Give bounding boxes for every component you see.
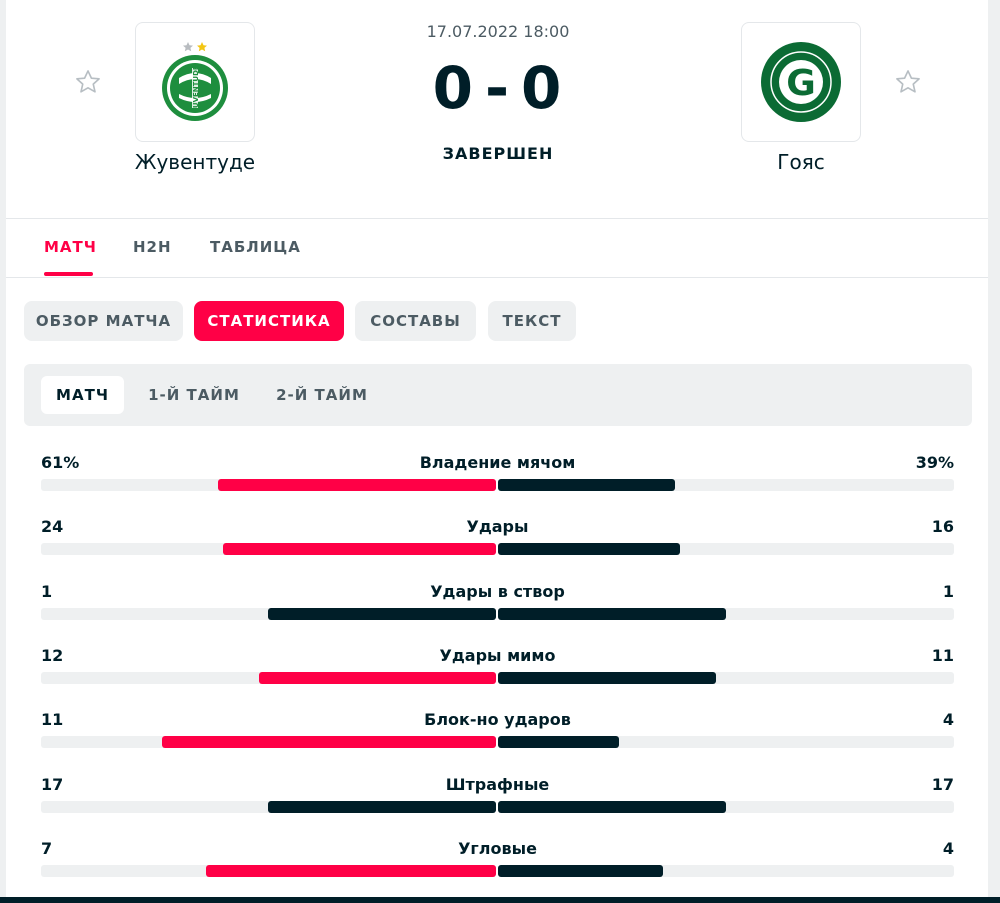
stat-home-bar-track xyxy=(41,672,496,684)
star-outline-icon[interactable] xyxy=(894,68,922,96)
stat-home-value: 11 xyxy=(41,710,64,729)
stat-label: Удары в створ xyxy=(430,582,565,601)
stat-away-value: 39% xyxy=(915,453,954,472)
stat-home-bar-track xyxy=(41,865,496,877)
stat-away-value: 4 xyxy=(942,839,954,858)
stat-away-value: 16 xyxy=(931,517,954,536)
subtab-summary[interactable]: ОБЗОР МАТЧА xyxy=(24,301,183,341)
stat-home-value: 7 xyxy=(41,839,53,858)
stat-away-bar-track xyxy=(498,736,954,748)
stat-away-bar xyxy=(498,479,675,491)
stat-label: Угловые xyxy=(458,839,537,858)
stat-away-bar-track xyxy=(498,608,954,620)
stat-away-bar xyxy=(498,608,726,620)
stat-home-bar xyxy=(259,672,496,684)
match-datetime: 17.07.2022 18:00 xyxy=(426,22,570,41)
stat-row: 61% Владение мячом 39% xyxy=(41,453,954,493)
stat-home-value: 1 xyxy=(41,582,53,601)
stat-home-bar xyxy=(206,865,496,877)
stat-away-bar-track xyxy=(498,865,954,877)
stat-home-bar-track xyxy=(41,801,496,813)
subtab-commentary[interactable]: ТЕКСТ xyxy=(488,301,576,341)
subtab-statistics[interactable]: СТАТИСТИКА xyxy=(194,301,344,341)
stat-label: Владение мячом xyxy=(419,453,576,472)
stat-home-bar xyxy=(162,736,496,748)
stat-away-bar xyxy=(498,865,663,877)
stat-away-bar-track xyxy=(498,543,954,555)
away-team-name[interactable]: Гояс xyxy=(777,150,825,174)
active-tab-indicator xyxy=(44,272,93,276)
match-status: ЗАВЕРШЕН xyxy=(442,144,554,163)
stat-home-bar-track xyxy=(41,479,496,491)
stat-row: 7 Угловые 4 xyxy=(41,839,954,879)
tab-match[interactable]: МАТЧ xyxy=(44,238,97,256)
stat-home-bar-track xyxy=(41,543,496,555)
svg-text:JUVENTUDE: JUVENTUDE xyxy=(192,65,200,112)
stat-label: Удары xyxy=(466,517,529,536)
subtab-lineups[interactable]: СОСТАВЫ xyxy=(355,301,476,341)
tab-h2h[interactable]: H2H xyxy=(133,238,172,256)
period-tabs-panel xyxy=(24,364,972,426)
score-separator: - xyxy=(484,54,512,122)
stat-away-bar-track xyxy=(498,479,954,491)
period-tab-full-match[interactable]: МАТЧ xyxy=(41,376,124,414)
stat-home-bar xyxy=(218,479,496,491)
stat-row: 1 Удары в створ 1 xyxy=(41,582,954,622)
stat-home-bar xyxy=(223,543,496,555)
away-score: 0 xyxy=(521,54,564,122)
stat-away-value: 4 xyxy=(942,710,954,729)
stat-away-value: 1 xyxy=(942,582,954,601)
stat-away-bar xyxy=(498,543,680,555)
stat-home-bar-track xyxy=(41,608,496,620)
stat-away-value: 17 xyxy=(931,775,954,794)
svg-text:G: G xyxy=(786,63,816,104)
stat-away-bar-track xyxy=(498,672,954,684)
period-tab-second-half[interactable]: 2-Й ТАЙМ xyxy=(276,386,368,404)
away-team-logo-box[interactable]: G xyxy=(741,22,861,142)
stat-home-bar xyxy=(268,801,496,813)
tabs-divider xyxy=(6,277,988,278)
home-team-logo-box[interactable]: JUVENTUDE xyxy=(135,22,255,142)
tab-standings[interactable]: ТАБЛИЦА xyxy=(210,238,301,256)
stat-home-value: 12 xyxy=(41,646,64,665)
stat-away-value: 11 xyxy=(931,646,954,665)
star-outline-icon[interactable] xyxy=(74,68,102,96)
header-divider xyxy=(6,218,988,219)
stat-home-value: 24 xyxy=(41,517,64,536)
away-team-logo: G xyxy=(761,42,841,122)
stat-label: Блок-но ударов xyxy=(424,710,571,729)
stat-home-bar-track xyxy=(41,736,496,748)
scoreboard: 0-0 xyxy=(398,50,598,126)
home-team-name[interactable]: Жувентуде xyxy=(134,150,256,174)
stat-home-value: 17 xyxy=(41,775,64,794)
page-right-edge xyxy=(988,0,1000,903)
page-left-edge xyxy=(0,0,6,903)
stat-away-bar-track xyxy=(498,801,954,813)
page-bottom-edge xyxy=(0,897,1000,903)
stat-row: 24 Удары 16 xyxy=(41,517,954,557)
stat-home-value: 61% xyxy=(41,453,80,472)
stat-home-bar xyxy=(268,608,496,620)
stat-label: Штрафные xyxy=(445,775,550,794)
stat-row: 11 Блок-но ударов 4 xyxy=(41,710,954,750)
home-score: 0 xyxy=(432,54,475,122)
stat-away-bar xyxy=(498,672,716,684)
stat-row: 12 Удары мимо 11 xyxy=(41,646,954,686)
stat-label: Удары мимо xyxy=(439,646,556,665)
period-tab-first-half[interactable]: 1-Й ТАЙМ xyxy=(148,386,240,404)
stat-row: 17 Штрафные 17 xyxy=(41,775,954,815)
stat-away-bar xyxy=(498,736,619,748)
stat-away-bar xyxy=(498,801,726,813)
home-team-logo: JUVENTUDE xyxy=(162,42,228,121)
